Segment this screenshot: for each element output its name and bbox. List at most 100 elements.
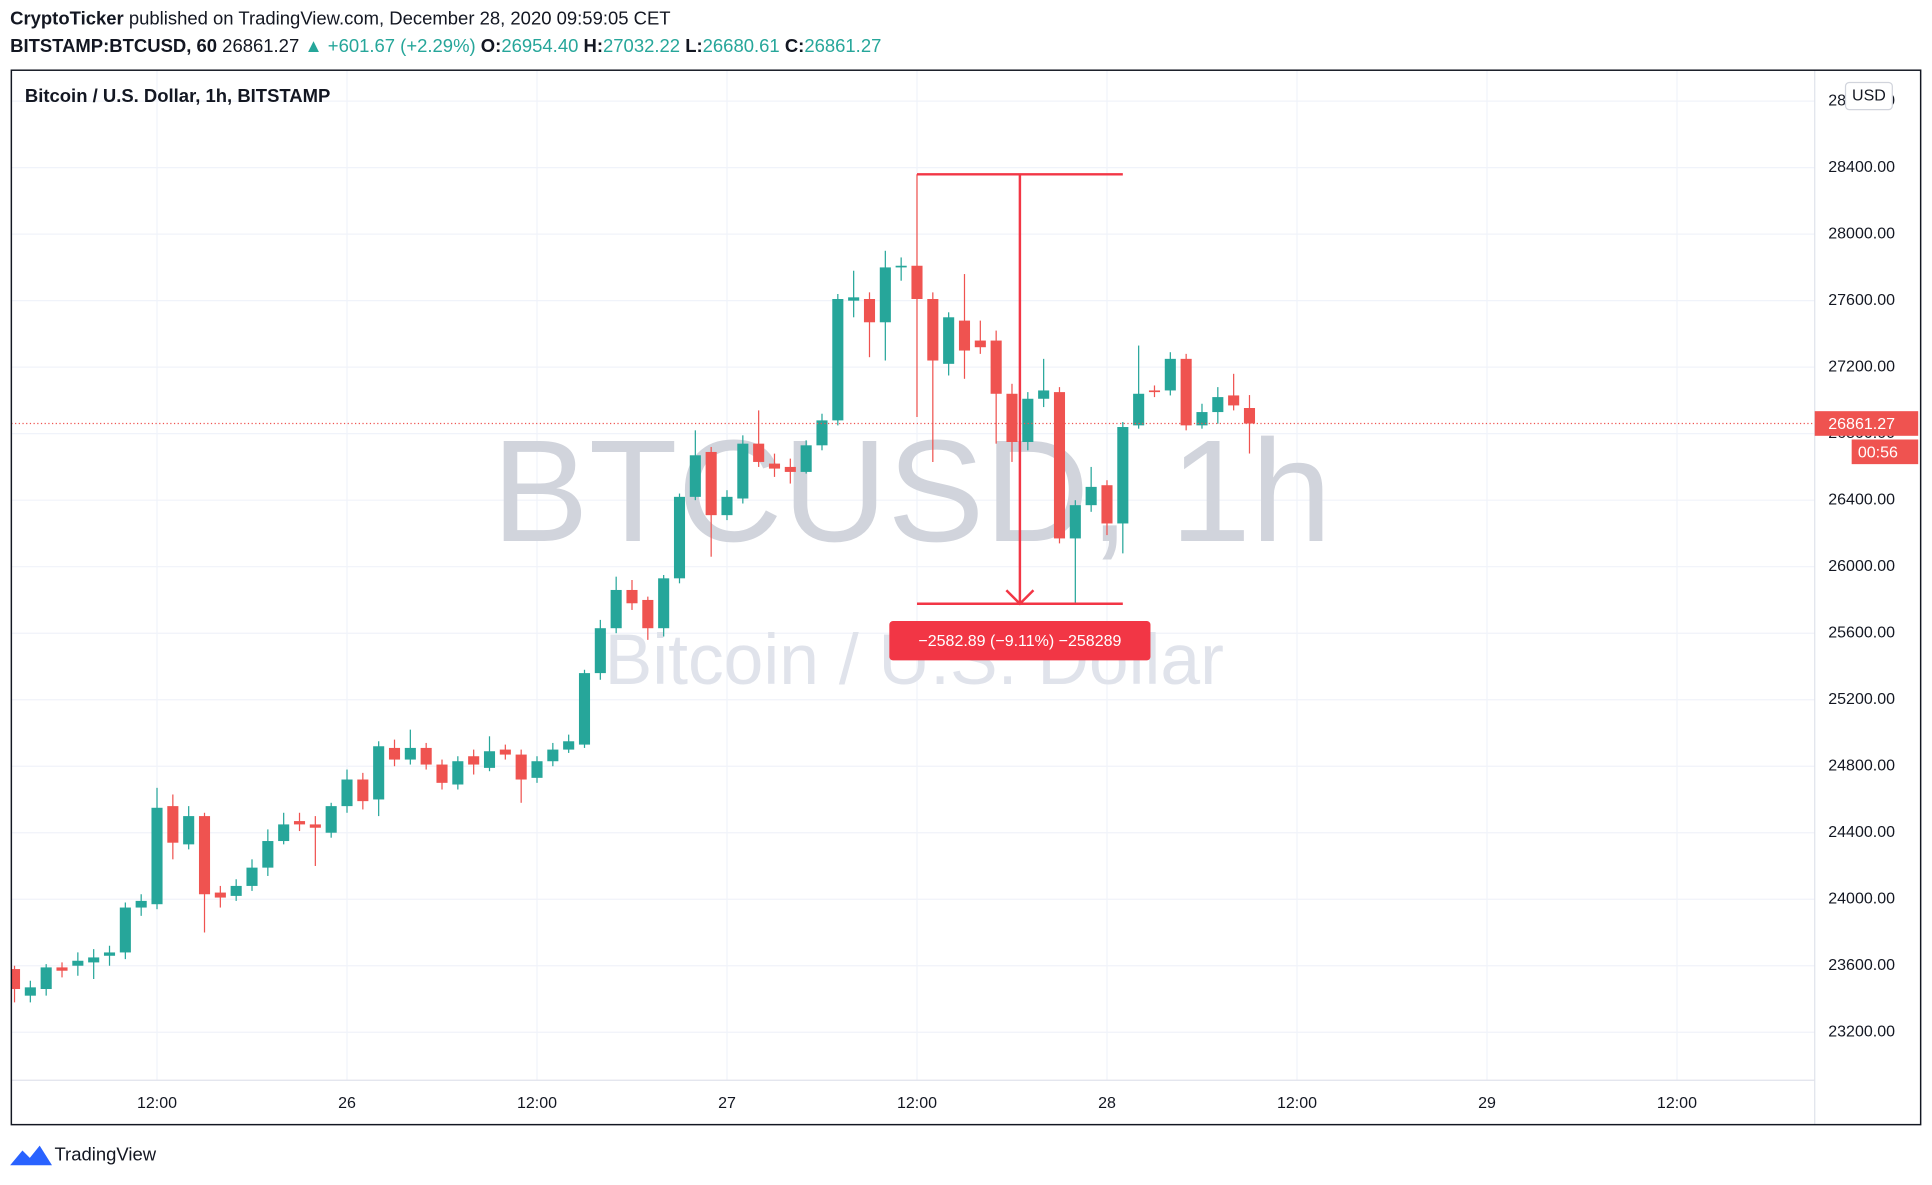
x-tick-label: 26	[338, 1095, 356, 1112]
candle-body	[198, 816, 211, 895]
candle-body	[214, 892, 226, 898]
y-tick-label: 24400.00	[1828, 824, 1895, 841]
candle-body	[11, 969, 21, 990]
candle-body	[800, 445, 812, 472]
candle-body	[436, 764, 448, 783]
candle-body	[1069, 505, 1081, 539]
candle-body	[151, 807, 163, 905]
candle-body	[167, 806, 179, 843]
candle-body	[1180, 358, 1192, 426]
candle-body	[1243, 408, 1256, 424]
countdown: 00:56	[1858, 444, 1898, 461]
y-tick-label: 28400.00	[1828, 159, 1895, 176]
candle-body	[452, 761, 464, 785]
candle-body	[1133, 393, 1145, 426]
measure-label: −2582.89 (−9.11%) −258289	[918, 633, 1121, 650]
price-label: 26861.27	[1828, 416, 1895, 433]
candle-body	[911, 265, 923, 299]
l-label: L:	[685, 35, 702, 56]
logo-icon	[10, 1145, 52, 1166]
h-value: 27032.22	[603, 35, 680, 56]
frame	[10, 69, 1922, 1126]
candle-body	[879, 267, 891, 323]
candle-body	[943, 317, 955, 364]
candle-body	[832, 298, 844, 421]
candle-body	[863, 298, 876, 323]
candle-body	[642, 599, 654, 629]
o-value: 26954.40	[501, 35, 578, 56]
candle-body	[483, 751, 496, 768]
candle-body	[278, 824, 290, 842]
header-quote: BITSTAMP:BTCUSD, 60 26861.27 ▲ +601.67 (…	[10, 35, 881, 56]
candle-body	[578, 673, 591, 745]
candle-body	[895, 265, 907, 268]
candle-body	[1101, 485, 1113, 524]
h-label: H:	[584, 35, 604, 56]
candle-body	[40, 967, 52, 990]
candle-body	[56, 967, 68, 971]
candle-body	[325, 806, 337, 833]
candle-body	[1053, 392, 1066, 539]
candle-body	[103, 952, 116, 956]
candle-body	[958, 320, 971, 351]
x-tick-label: 12:00	[517, 1095, 557, 1112]
y-tick-label: 26400.00	[1828, 491, 1895, 508]
watermark-title: BTCUSD, 1h	[492, 409, 1332, 572]
symbol: BITSTAMP:BTCUSD, 60	[10, 35, 217, 56]
candle-body	[293, 821, 306, 825]
chart-title: Bitcoin / U.S. Dollar, 1h, BITSTAMP	[25, 85, 330, 106]
candle-body	[468, 756, 480, 765]
measure-arrow-head	[1005, 589, 1035, 606]
last: 26861.27	[222, 35, 299, 56]
candle-body	[88, 957, 100, 963]
price-label-box	[1814, 411, 1919, 436]
candle-body	[515, 754, 527, 780]
candle-body	[974, 340, 986, 348]
header-line: CryptoTicker published on TradingView.co…	[10, 8, 670, 29]
candle-body	[768, 463, 781, 469]
candle-body	[721, 496, 733, 516]
candle-body	[135, 900, 147, 908]
o-label: O:	[481, 35, 502, 56]
candle-body	[309, 824, 321, 828]
x-tick-label: 12:00	[1277, 1095, 1317, 1112]
x-tick-label: 12:00	[137, 1095, 177, 1112]
candle-body	[1006, 393, 1018, 442]
candle-body	[388, 747, 401, 760]
candle-body	[689, 455, 701, 497]
y-tick-label: 28000.00	[1828, 225, 1895, 242]
candle-body	[816, 420, 828, 446]
x-tick-label: 12:00	[897, 1095, 937, 1112]
grid	[11, 70, 1815, 1081]
candle-body	[230, 885, 242, 896]
candle-body	[784, 466, 796, 472]
candle-body	[1228, 395, 1240, 406]
candle-body	[420, 747, 432, 765]
candle-body	[1196, 412, 1208, 426]
candle-body	[404, 747, 416, 760]
currency-box	[1844, 81, 1893, 111]
candle-body	[499, 749, 511, 755]
y-tick-label: 27200.00	[1828, 358, 1895, 375]
candle-body	[341, 779, 353, 807]
x-tick-label: 29	[1478, 1095, 1496, 1112]
currency: USD	[1852, 87, 1886, 104]
candle-body	[927, 298, 939, 361]
candle-body	[72, 960, 84, 966]
candle-body	[119, 907, 131, 953]
candle-body	[705, 451, 717, 516]
candle-body	[753, 443, 765, 462]
candle-body	[658, 578, 670, 629]
candle-body	[673, 496, 686, 579]
axes: 23200.00 23600.00 24000.00 24400.00 24800.00…	[137, 81, 1919, 1112]
candle-body	[183, 816, 195, 845]
candle-body	[610, 589, 622, 629]
candle-body	[531, 761, 543, 778]
y-tick-label: 26000.00	[1828, 558, 1895, 575]
countdown-box	[1851, 439, 1919, 465]
candle-body	[1117, 427, 1129, 524]
candle-body	[1085, 486, 1097, 506]
candle-body	[1022, 398, 1034, 442]
candle-body	[262, 841, 274, 868]
